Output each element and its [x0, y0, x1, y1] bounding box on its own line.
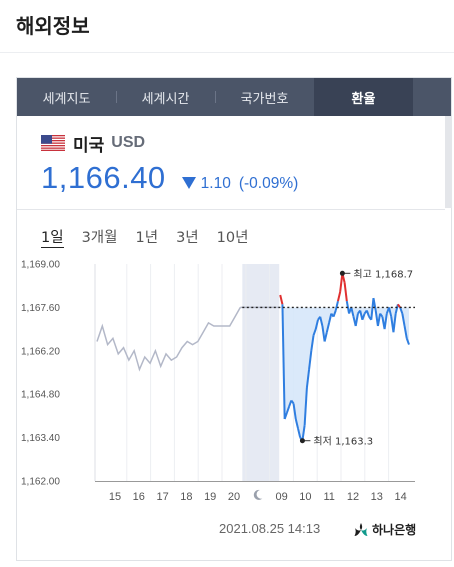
intraday-series-segment: [290, 399, 295, 405]
inner-divider: [17, 209, 445, 210]
x-tick-label: 17: [156, 491, 168, 503]
country-row: 미국 USD: [41, 132, 146, 156]
tab-exchange-rate[interactable]: 환율: [314, 78, 413, 116]
intraday-series-segment: [388, 307, 393, 317]
intraday-series-segment: [392, 313, 397, 333]
intraday-series-segment: [319, 316, 324, 327]
min-label: 최저 1,163.3: [313, 436, 373, 448]
change-percent: (-0.09%): [238, 175, 299, 192]
moon-icon: [253, 489, 263, 500]
intraday-series-segment: [301, 425, 306, 441]
period-1-year[interactable]: 1년: [135, 230, 159, 246]
night-band: [242, 264, 280, 481]
intraday-series-segment: [285, 406, 291, 414]
x-tick-label: 12: [347, 491, 359, 503]
intraday-series-segment: [354, 313, 359, 327]
x-tick-label: 19: [204, 491, 216, 503]
x-tick-label: 09: [275, 491, 287, 503]
intraday-series-segment: [394, 304, 399, 314]
intraday-series-segment: [292, 403, 297, 420]
tab-world-map[interactable]: 세계지도: [42, 91, 91, 107]
intraday-series-segment: [361, 313, 366, 321]
period-3-months[interactable]: 3개월: [81, 230, 118, 246]
x-tick-label: 11: [323, 491, 334, 503]
intraday-series-segment: [399, 307, 404, 314]
update-timestamp: 2021.08.25 14:13: [219, 521, 321, 536]
period-1-day[interactable]: 1일: [41, 226, 64, 248]
change-amount: 1.10: [200, 175, 231, 192]
down-arrow-icon: [181, 177, 196, 189]
intraday-series-segment: [308, 350, 313, 370]
intraday-series-segment: [332, 310, 337, 318]
intraday-series-segment: [379, 313, 384, 318]
tab-bar: 세계지도 세계시간 국가번호 환율: [17, 78, 451, 116]
bank-name: 하나은행: [372, 523, 417, 537]
intraday-series-segment: [334, 300, 339, 311]
intraday-series-segment: [343, 282, 348, 302]
max-label: 최고 1,168.7: [353, 268, 413, 280]
country-name: 미국: [73, 135, 105, 156]
rate-change: 1.10 (-0.09%): [181, 175, 299, 193]
exchange-rate-chart: 1,169.00 1,167.60 1,166.20 1,164.80 1,163.40…: [21, 260, 415, 503]
title-divider: [0, 52, 454, 53]
bank-logo: 하나은행: [353, 521, 416, 538]
max-marker-dot: [339, 270, 345, 276]
period-selector: 1일 3개월 1년 3년 10년: [41, 226, 248, 248]
intraday-series-segment: [294, 418, 299, 429]
intraday-series-segment: [372, 297, 377, 311]
intraday-series-segment: [314, 319, 319, 330]
intraday-series-segment: [345, 301, 351, 314]
y-tick-label: 1,162.00: [21, 477, 60, 488]
intraday-series-segment: [279, 294, 284, 305]
x-tick-label: 10: [299, 491, 311, 503]
exchange-rate-panel: 세계지도 세계시간 국가번호 환율 미국 USD 1,166.40: [16, 77, 452, 561]
intraday-series-segment: [336, 291, 342, 302]
history-series-line: [96, 307, 241, 372]
intraday-series-segment: [303, 387, 308, 426]
y-tick-label: 1,166.20: [21, 346, 60, 357]
y-tick-label: 1,163.40: [21, 433, 60, 444]
y-tick-label: 1,164.80: [21, 390, 60, 401]
period-3-years[interactable]: 3년: [176, 230, 199, 246]
x-tick-label: 13: [371, 491, 383, 503]
x-tick-label: 18: [180, 491, 192, 503]
x-tick-label: 15: [109, 491, 121, 503]
section-title: 해외정보: [16, 14, 90, 38]
intraday-series-segment: [405, 338, 410, 345]
intraday-series-segment: [325, 322, 331, 333]
intraday-series-segment: [323, 331, 328, 342]
intraday-series-segment: [403, 325, 408, 339]
min-marker-dot: [299, 438, 305, 444]
intraday-series-segment: [328, 313, 333, 324]
intraday-series-segment: [370, 297, 375, 320]
intraday-series-segment: [297, 428, 302, 438]
exchange-rate-value: 1,166.40: [41, 160, 166, 195]
y-tick-label: 1,169.00: [21, 260, 60, 271]
x-tick-label: 20: [228, 491, 240, 503]
intraday-series-segment: [397, 303, 401, 308]
intraday-series-segment: [401, 313, 406, 327]
intraday-series-segment: [339, 273, 344, 293]
currency-code: USD: [111, 134, 146, 151]
tab-world-time[interactable]: 세계시간: [116, 78, 215, 116]
intraday-series-segment: [305, 369, 311, 389]
x-tick-label: 16: [133, 491, 145, 503]
tab-country-code[interactable]: 국가번호: [215, 78, 314, 116]
y-tick-label: 1,167.60: [21, 303, 60, 314]
intraday-series-segment: [310, 335, 315, 351]
x-tick-label: 14: [394, 491, 406, 503]
intraday-series-segment: [283, 412, 288, 420]
intraday-series-segment: [281, 304, 286, 420]
us-flag-icon: [41, 135, 65, 151]
intraday-series-segment: [383, 313, 388, 330]
intraday-series-segment: [350, 307, 355, 317]
intraday-series-segment: [365, 310, 370, 318]
intraday-series-segment: [376, 313, 382, 327]
scrollbar[interactable]: [445, 116, 452, 208]
hana-bank-logo-icon: [354, 522, 368, 536]
period-10-years[interactable]: 10년: [216, 230, 249, 246]
rate-row: 1,166.40 1.10 (-0.09%): [41, 160, 298, 196]
intraday-series-segment: [312, 328, 317, 336]
